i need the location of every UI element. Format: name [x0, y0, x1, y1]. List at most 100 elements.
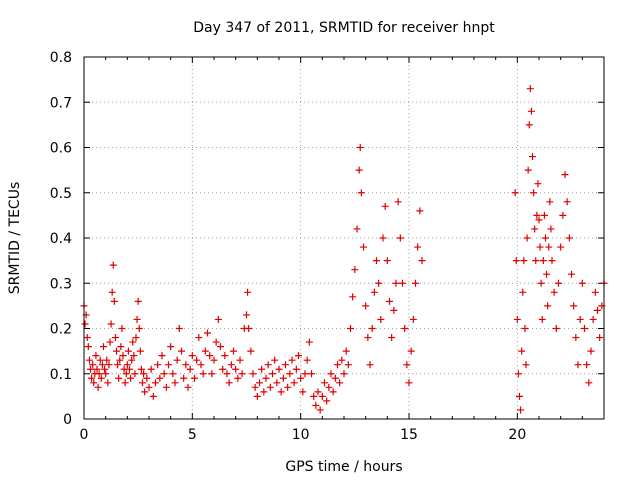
data-point — [191, 374, 198, 382]
x-axis-label: GPS time / hours — [285, 459, 402, 475]
x-tick-label: 5 — [188, 427, 197, 443]
y-axis-label: SRMTID / TECUs — [7, 182, 23, 295]
data-point — [249, 370, 257, 378]
data-point — [383, 257, 391, 265]
data-point — [414, 243, 422, 251]
data-point — [381, 202, 389, 210]
data-point — [368, 325, 376, 332]
data-point — [366, 361, 374, 369]
data-point — [574, 361, 582, 369]
data-point — [537, 279, 545, 287]
data-point — [178, 347, 185, 355]
data-point — [295, 352, 302, 360]
data-point — [245, 325, 253, 332]
data-point — [121, 379, 129, 387]
data-point — [390, 306, 398, 314]
data-point — [107, 320, 115, 328]
data-point — [396, 234, 404, 242]
data-point — [299, 388, 307, 396]
data-point — [162, 383, 170, 391]
data-point — [547, 225, 555, 233]
data-point — [373, 257, 380, 265]
data-point — [173, 356, 181, 364]
data-point — [353, 225, 361, 233]
data-point — [212, 338, 220, 346]
data-point — [409, 315, 417, 323]
data-point — [585, 379, 593, 387]
data-point — [145, 383, 153, 391]
data-point — [534, 180, 542, 188]
data-point — [108, 288, 116, 296]
data-point — [92, 352, 100, 360]
data-point — [543, 270, 551, 278]
data-point — [96, 356, 104, 364]
data-point — [403, 361, 411, 369]
data-point — [416, 207, 424, 215]
data-point — [115, 374, 123, 382]
data-point — [514, 370, 522, 378]
data-point — [158, 352, 166, 360]
data-point — [97, 374, 105, 382]
data-point — [535, 216, 543, 224]
data-point — [305, 338, 313, 346]
data-point — [561, 171, 569, 179]
data-point — [256, 379, 263, 387]
data-point — [536, 243, 544, 251]
data-point — [243, 311, 250, 319]
data-point — [116, 356, 124, 364]
data-point — [279, 374, 287, 382]
data-point — [95, 370, 103, 378]
data-point — [269, 370, 276, 378]
data-point — [188, 352, 196, 360]
data-point — [388, 334, 396, 342]
data-point — [126, 365, 133, 373]
data-point — [583, 361, 591, 369]
data-point — [236, 356, 244, 364]
data-point — [539, 257, 547, 265]
data-point — [169, 370, 177, 378]
data-point — [386, 297, 393, 305]
data-point — [277, 388, 285, 396]
data-point — [94, 383, 102, 391]
data-point — [149, 392, 157, 400]
data-point — [392, 279, 400, 287]
data-point — [171, 379, 179, 387]
data-point — [81, 320, 89, 328]
data-point — [262, 374, 270, 382]
y-tick-label: 0.4 — [50, 231, 72, 247]
data-point — [525, 121, 533, 129]
data-point — [576, 315, 584, 323]
data-point — [251, 383, 259, 391]
data-point — [89, 361, 97, 369]
data-point — [165, 361, 172, 369]
data-point — [143, 374, 151, 382]
data-point — [316, 406, 324, 414]
data-point — [119, 352, 127, 360]
data-point — [340, 370, 348, 378]
data-point — [520, 257, 528, 265]
data-point — [253, 392, 261, 400]
data-point — [88, 374, 96, 382]
data-point — [135, 325, 143, 332]
data-point — [538, 315, 546, 323]
data-point — [532, 257, 540, 265]
data-point — [100, 343, 107, 351]
data-point — [292, 365, 300, 373]
data-point — [321, 379, 328, 387]
data-point — [552, 325, 560, 332]
data-point — [105, 361, 113, 369]
data-point — [122, 370, 130, 378]
data-point — [527, 107, 535, 115]
data-point — [327, 370, 335, 378]
y-tick-label: 0.5 — [50, 186, 72, 202]
data-point — [572, 334, 580, 342]
plot-frame — [83, 56, 605, 420]
data-point — [513, 315, 521, 323]
data-point — [140, 370, 148, 378]
data-point — [581, 325, 588, 332]
data-points — [80, 85, 608, 414]
data-point — [117, 343, 125, 351]
data-point — [565, 234, 573, 242]
data-point — [407, 347, 415, 355]
data-point — [405, 379, 413, 387]
